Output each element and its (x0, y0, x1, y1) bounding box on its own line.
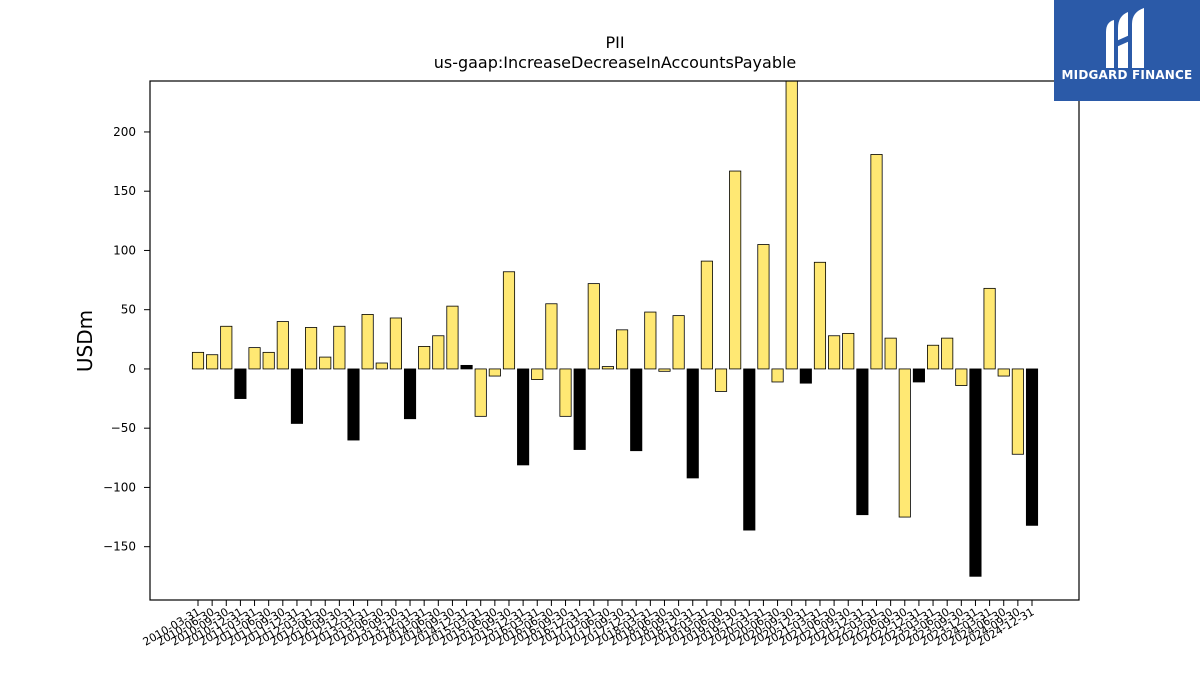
y-tick-label: 200 (113, 125, 136, 139)
bar-2011-09-30 (276, 321, 289, 370)
bar-2017-06-30 (601, 366, 614, 370)
bar-2018-09-30 (672, 315, 685, 370)
bar-series (191, 80, 1039, 577)
x-axis-ticks: 2010-03-312010-06-302010-09-302010-12-31… (141, 600, 1037, 649)
bar-2016-03-31 (531, 368, 544, 381)
bar-2013-09-30 (389, 317, 402, 370)
bar-2023-06-30 (941, 337, 954, 370)
bar-2018-12-31 (686, 368, 699, 479)
bar-2010-09-30 (220, 325, 233, 370)
bar-2015-09-30 (502, 271, 516, 370)
bar-2021-09-30 (842, 332, 855, 370)
bar-2013-06-30 (375, 362, 388, 370)
bar-2010-03-31 (191, 351, 205, 370)
bar-2012-03-31 (305, 327, 318, 370)
bar-2021-03-31 (813, 261, 827, 370)
bar-2020-12-31 (799, 368, 812, 384)
bar-2018-06-30 (658, 368, 671, 372)
y-tick-label: −100 (103, 480, 136, 494)
bar-2013-03-31 (361, 314, 374, 370)
bar-2011-03-31 (248, 347, 261, 370)
bar-2019-09-30 (729, 170, 742, 370)
y-tick-label: −150 (103, 540, 136, 554)
bar-2022-12-31 (912, 368, 925, 383)
bar-2019-12-31 (743, 368, 756, 531)
bar-2024-12-31 (1025, 368, 1039, 526)
bar-2012-12-31 (347, 368, 360, 441)
bar-2023-03-31 (927, 344, 940, 370)
y-axis-ticks: −150 −100 −50 0 50 100 150 200 (103, 125, 150, 554)
bar-2014-12-31 (460, 364, 473, 370)
bar-2015-06-30 (488, 368, 501, 377)
bar-2016-12-31 (573, 368, 586, 450)
y-tick-label: 0 (128, 362, 136, 376)
brand-name: MIDGARD FINANCE (1061, 68, 1193, 82)
bar-2017-09-30 (616, 329, 629, 370)
bar-2010-12-31 (234, 368, 247, 399)
bar-2024-06-30 (997, 368, 1010, 377)
bar-2012-09-30 (333, 325, 346, 370)
brand-logo: MIDGARD FINANCE (1054, 0, 1200, 101)
chart-title: PII (605, 33, 624, 52)
y-tick-label: 100 (113, 243, 136, 257)
bar-2016-09-30 (559, 368, 572, 417)
y-tick-label: 50 (121, 303, 136, 317)
bar-2024-03-31 (983, 287, 996, 370)
bar-2023-09-30 (955, 368, 968, 386)
bar-2022-03-31 (870, 154, 883, 370)
y-tick-label: 150 (113, 184, 136, 198)
bar-2013-12-31 (403, 368, 417, 420)
bar-2014-09-30 (446, 305, 459, 370)
bar-2021-06-30 (828, 335, 841, 370)
y-axis-label: USDm (73, 310, 97, 372)
bar-2024-09-30 (1011, 368, 1024, 455)
bar-2020-06-30 (771, 368, 784, 383)
bar-2010-06-30 (206, 354, 219, 370)
bar-2014-03-31 (418, 346, 431, 370)
chart-subtitle: us-gaap:IncreaseDecreaseInAccountsPayabl… (434, 53, 797, 72)
bar-2018-03-31 (644, 311, 657, 370)
bar-2012-06-30 (319, 356, 332, 370)
bar-2022-09-30 (898, 368, 911, 518)
bar-2011-12-31 (290, 368, 304, 424)
bar-2023-12-31 (969, 368, 982, 577)
bar-2021-12-31 (856, 368, 869, 516)
plot-area-frame (149, 80, 1080, 601)
bar-2019-03-31 (700, 260, 713, 370)
bar-2016-06-30 (545, 303, 558, 370)
bar-2020-03-31 (757, 244, 770, 370)
bar-2011-06-30 (262, 351, 275, 370)
midgard-logo-icon (1106, 8, 1144, 68)
bar-2015-03-31 (474, 368, 487, 417)
bar-2022-06-30 (884, 337, 897, 370)
bar-2020-09-30 (785, 80, 798, 370)
bar-2015-12-31 (517, 368, 530, 466)
bar-2014-06-30 (432, 335, 445, 370)
bar-2017-12-31 (630, 368, 643, 452)
bar-2019-06-30 (714, 368, 728, 392)
bar-2017-03-31 (587, 283, 600, 370)
y-tick-label: −50 (111, 421, 136, 435)
